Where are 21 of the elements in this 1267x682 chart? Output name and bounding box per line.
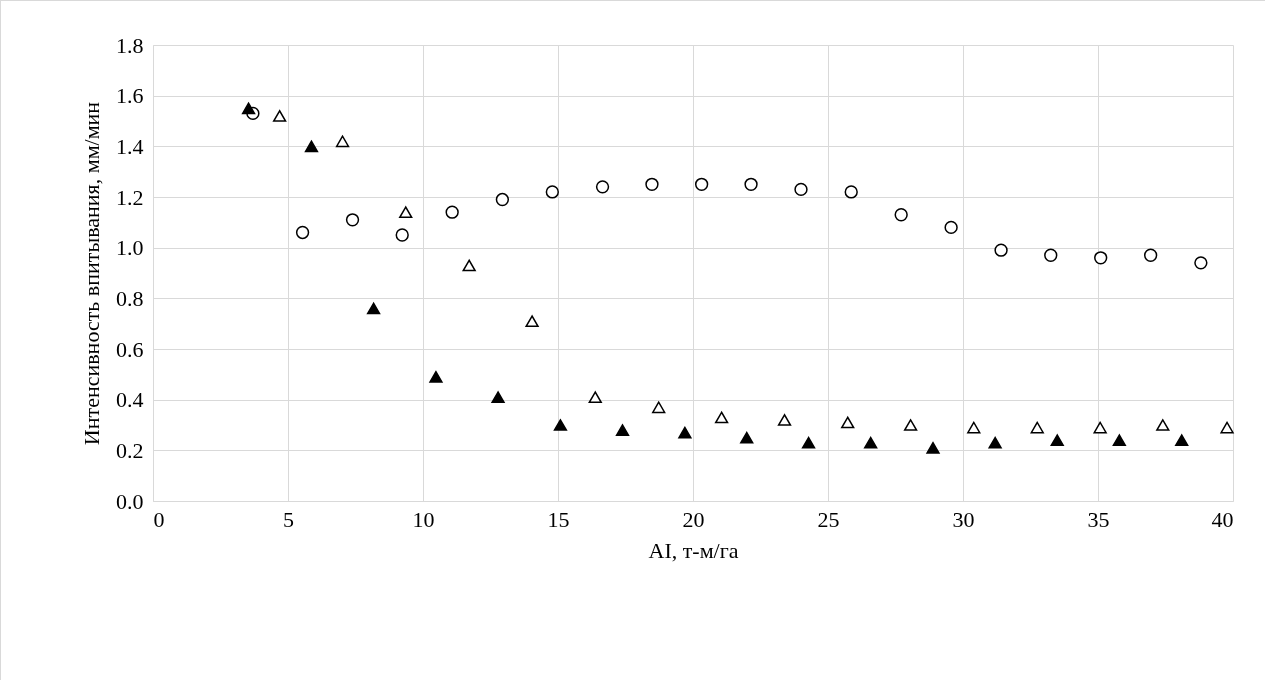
y-axis-title: Интенсивность впитывания, мм/мин: [79, 101, 104, 446]
y-tick-label: 0.4: [116, 387, 144, 413]
y-tick-label: 1.6: [116, 83, 144, 109]
y-tick-label: 0.0: [116, 488, 144, 514]
x-tick-label: 40: [1211, 506, 1234, 532]
x-axis-title: AI, т-м/га: [648, 537, 739, 563]
y-tick-label: 1.0: [116, 235, 144, 261]
y-tick-label: 0.2: [116, 437, 144, 463]
x-tick-label: 0: [153, 506, 165, 532]
y-tick-label: 1.8: [116, 32, 144, 58]
y-tick-label: 0.6: [116, 336, 144, 362]
x-tick-label: 30: [952, 506, 975, 532]
x-tick-label: 15: [547, 506, 570, 532]
y-tick-label: 0.8: [116, 285, 144, 311]
y-tick-label: 1.4: [116, 133, 144, 159]
y-tick-label: 1.2: [116, 184, 144, 210]
x-tick-label: 25: [817, 506, 840, 532]
x-tick-label: 10: [412, 506, 435, 532]
x-tick-label: 20: [682, 506, 705, 532]
x-tick-label: 5: [283, 506, 294, 532]
x-tick-label: 35: [1087, 506, 1110, 532]
